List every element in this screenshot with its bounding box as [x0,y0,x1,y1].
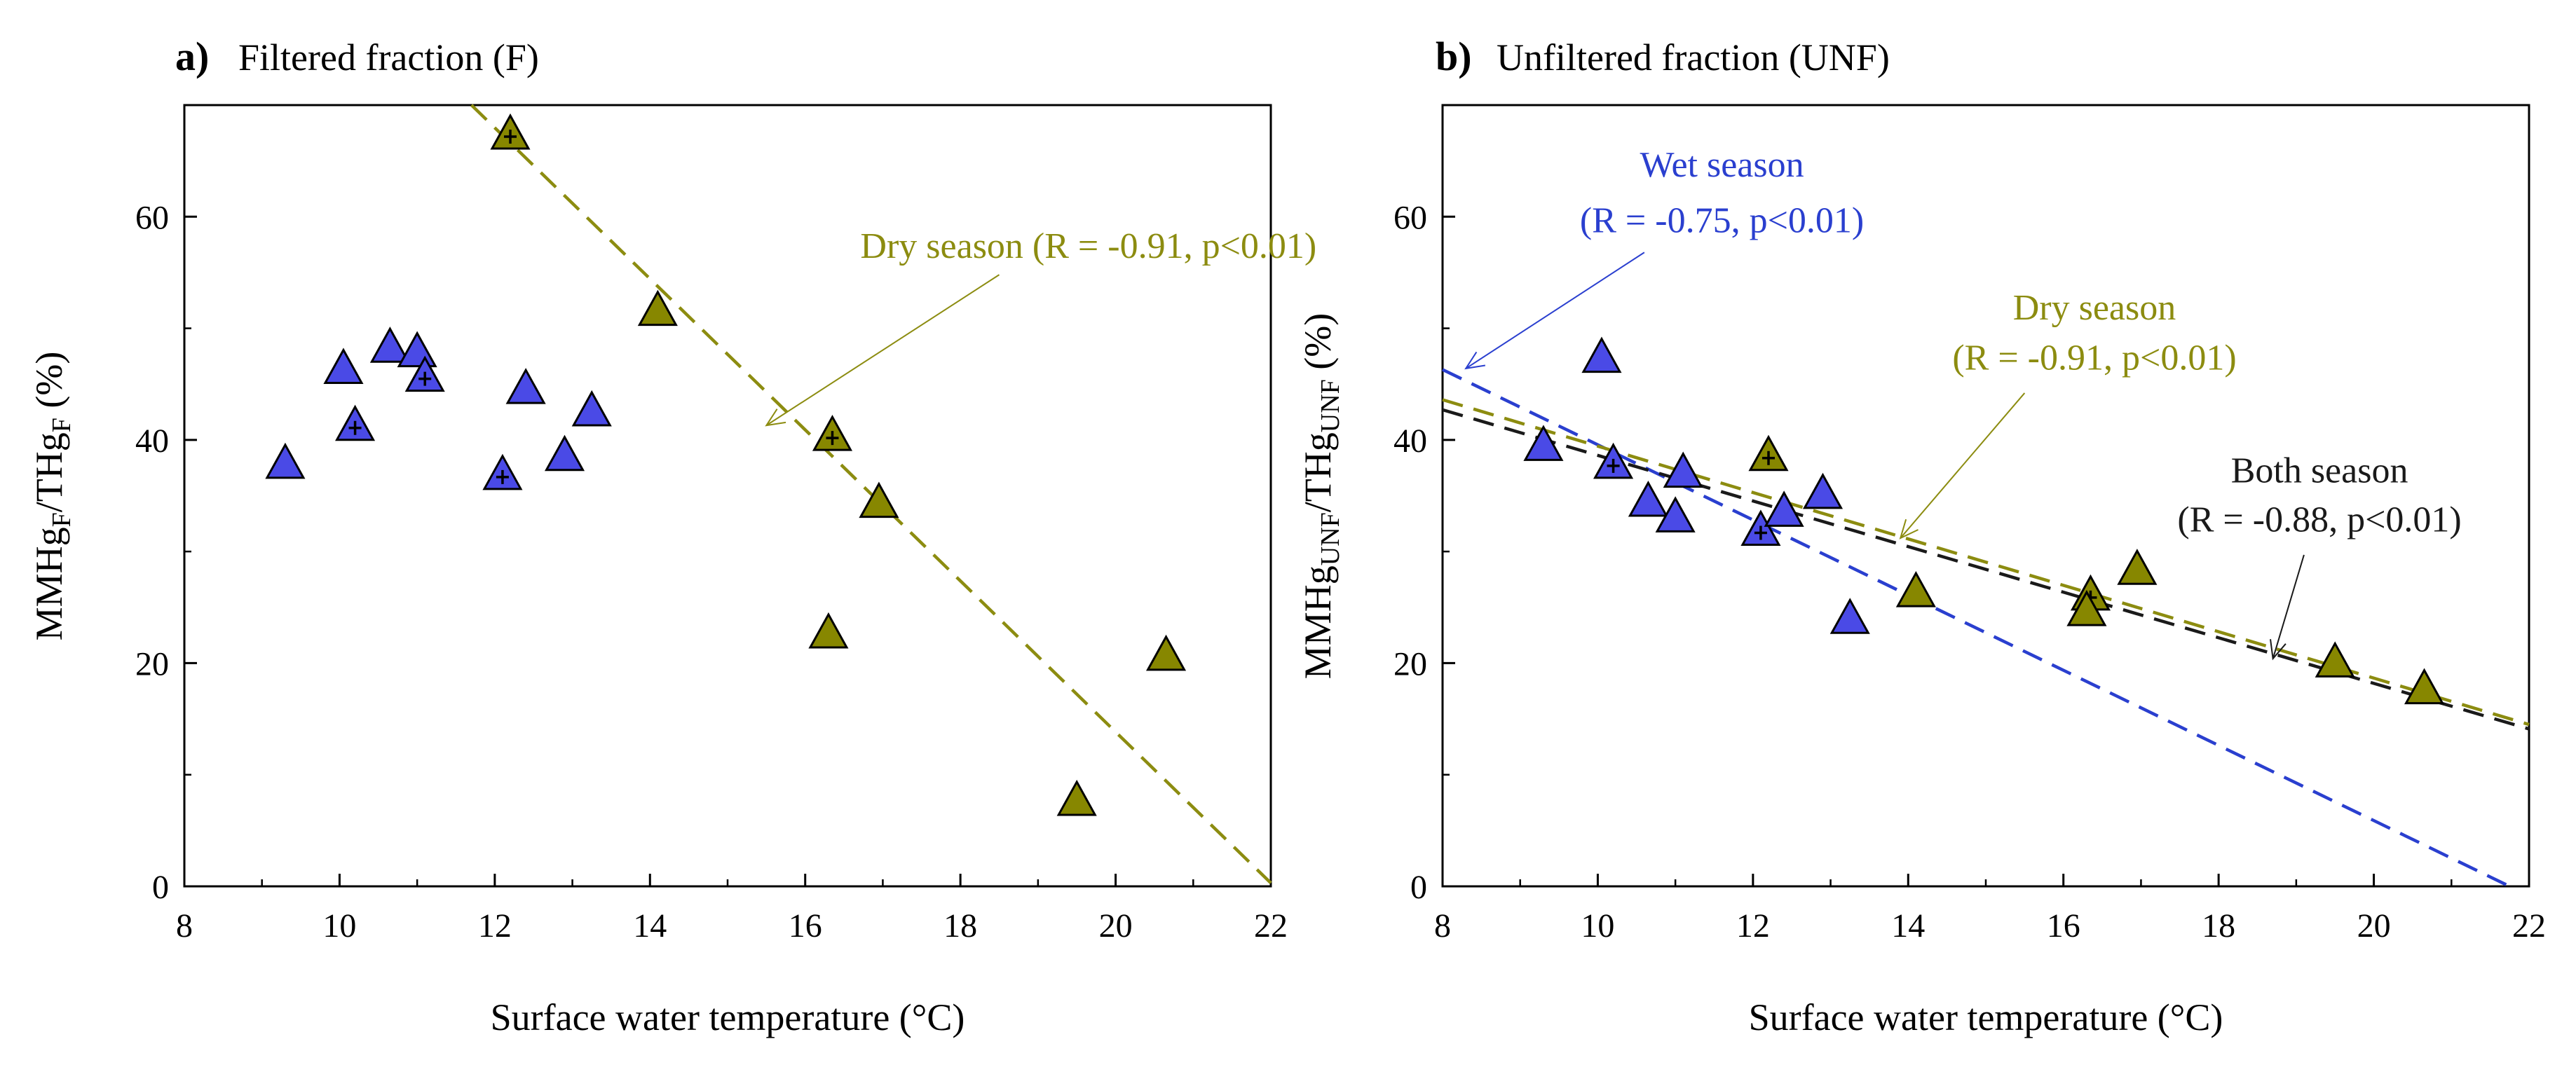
point-dry-season [2404,668,2445,705]
x-tick-label: 12 [1736,907,1770,944]
annotation-label: (R = -0.75, p<0.01) [1580,201,1864,241]
cross-marker [504,130,517,144]
annotation-arrow [2272,554,2305,659]
y-tick-label: 40 [1393,422,1427,460]
panel-b-xlabel: Surface water temperature (°C) [1749,996,2223,1038]
panel-a-fit-lines [470,104,1272,884]
annotation-label: Both season [2231,451,2408,490]
point-dry-season [808,612,849,649]
annotation-arrowhead [1899,518,1919,540]
panel-b-points [1523,336,2445,705]
panel-b-letter: b) [1436,34,1472,79]
panel-a-points [265,113,1187,816]
x-tick-label: 12 [478,907,512,944]
x-tick-label: 8 [176,907,193,944]
x-tick-label: 10 [1581,907,1614,944]
y-tick-label: 0 [152,869,169,906]
cross-marker [418,371,432,386]
y-tick-label: 40 [135,422,169,460]
point-dry-season [1895,570,1936,607]
point-wet-season [323,348,364,385]
point-wet-season [265,442,306,479]
panel-b-ylabel: MMHgUNF/THgUNF (%) [1297,313,1345,680]
panel-b-fit-lines [1442,368,2530,888]
x-tick-label: 14 [1891,907,1925,944]
x-tick-label: 14 [633,907,667,944]
point-wet-season [369,327,410,363]
point-dry-season [1145,634,1187,671]
point-wet-season [544,434,585,472]
point-wet-season [397,331,437,368]
cross-marker [1754,525,1767,540]
x-tick-label: 16 [789,907,822,944]
panel-a-annotations: Dry season (R = -0.91, p<0.01) [765,226,1316,427]
x-tick-label: 16 [2047,907,2080,944]
point-dry-season [1056,779,1097,816]
panel-a-xlabel: Surface water temperature (°C) [491,996,965,1038]
y-tick-label: 20 [1393,645,1427,682]
fit-line-dry-season [470,104,1272,884]
annotation-label: (R = -0.91, p<0.01) [1952,338,2236,378]
y-tick-label: 60 [1393,199,1427,236]
x-tick-label: 18 [2202,907,2235,944]
point-wet-season [1829,598,1870,634]
x-tick-label: 10 [322,907,356,944]
point-dry-season [859,481,899,518]
point-dry-season [637,289,678,327]
x-tick-label: 20 [2357,907,2391,944]
fit-line-dry-season [1442,398,2530,727]
cross-marker [1762,451,1775,465]
annotation-arrowhead [2270,639,2287,661]
annotation-arrow [1900,392,2026,539]
panel-a-letter: a) [175,34,209,79]
point-wet-season [1628,480,1668,517]
point-dry-season [2315,641,2355,678]
point-wet-season [1581,336,1622,373]
y-tick-label: 20 [135,645,169,682]
cross-marker [1607,458,1620,473]
x-tick-label: 20 [1099,907,1133,944]
cross-marker [348,420,362,435]
panel-b: b) Unfiltered fraction (UNF) 8 10 12 14 16 18… [1297,34,2546,1038]
point-dry-season [2117,549,2158,585]
point-wet-season [1663,451,1703,488]
annotation-arrowhead [1464,351,1486,370]
panel-a: a) Filtered fraction (F) 8 10 12 14 16 18 20 22… [28,34,1316,1038]
annotation-arrow [765,274,1000,426]
annotation-arrow [1465,252,1645,369]
panel-a-ticks: 8 10 12 14 16 18 20 22 0 20 40 60 [135,104,1288,944]
point-wet-season [1523,425,1564,461]
point-wet-season [1655,496,1696,532]
point-wet-season [1764,490,1804,527]
point-wet-season [1802,472,1844,509]
annotation-arrowhead [765,408,786,427]
x-tick-label: 8 [1434,907,1451,944]
panel-b-annotations: Wet season (R = -0.75, p<0.01) Dry season (… [1464,145,2462,661]
panel-a-plot-frame [183,104,1272,888]
y-tick-label: 60 [135,199,169,236]
panel-a-ylabel: MMHgF/THgF (%) [28,352,76,641]
x-tick-label: 22 [1254,907,1288,944]
annotation-label: Wet season [1640,145,1804,185]
annotation-label: Dry season (R = -0.91, p<0.01) [860,226,1316,266]
point-wet-season [505,368,546,404]
x-tick-label: 22 [2512,907,2546,944]
point-dry-season [2066,590,2107,626]
x-tick-label: 18 [943,907,977,944]
panel-a-title: Filtered fraction (F) [238,36,539,78]
annotation-label: (R = -0.88, p<0.01) [2177,500,2461,540]
cross-marker [826,431,839,446]
panel-b-title: Unfiltered fraction (UNF) [1497,36,1890,78]
annotation-label: Dry season [2013,288,2176,328]
cross-marker [496,469,509,484]
y-tick-label: 0 [1410,869,1427,906]
point-wet-season [571,390,612,427]
panel-b-ticks: 8 10 12 14 16 18 20 22 0 20 40 60 [1393,104,2546,944]
